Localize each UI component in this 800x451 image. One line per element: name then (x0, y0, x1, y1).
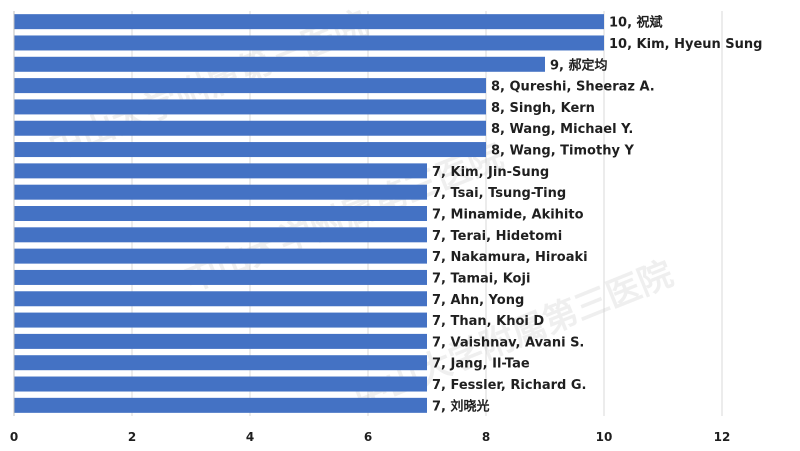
bar-16 (14, 355, 427, 371)
bar-7 (14, 163, 427, 179)
bar-data-label: 8, Qureshi, Sheeraz A. (491, 80, 655, 95)
bar-data-label: 7, Fessler, Richard G. (432, 378, 586, 393)
axis-layer: 0 2 4 6 8 10 12 (10, 11, 731, 444)
bar-10 (14, 227, 427, 243)
bar-data-label: 7, Terai, Hidetomi (432, 229, 562, 244)
bar-data-label: 7, Jang, Il-Tae (432, 357, 530, 372)
bar-data-label: 8, Wang, Michael Y. (491, 122, 633, 137)
bar-6 (14, 142, 486, 158)
bar-data-label: 8, Wang, Timothy Y (491, 144, 634, 159)
bar-13 (14, 291, 427, 307)
bar-2 (14, 56, 545, 72)
bar-18 (14, 397, 427, 413)
bar-data-label: 9, 郝定均 (550, 57, 608, 73)
bar-data-label: 7, Than, Khoi D (432, 314, 544, 329)
x-tick-label: 10 (596, 430, 613, 444)
bar-4 (14, 99, 486, 115)
bar-12 (14, 269, 427, 285)
bar-data-label: 7, Vaishnav, Avani S. (432, 335, 584, 350)
x-tick-label: 8 (482, 430, 490, 444)
bar-3 (14, 78, 486, 94)
bar-15 (14, 333, 427, 349)
x-tick-label: 0 (10, 430, 18, 444)
x-tick-label: 4 (246, 430, 254, 444)
bar-data-label: 7, Kim, Jin-Sung (432, 165, 549, 180)
bar-data-label: 10, 祝斌 (609, 15, 663, 31)
bar-data-label: 7, Tamai, Koji (432, 271, 530, 286)
bar-17 (14, 376, 427, 392)
bar-5 (14, 120, 486, 136)
bar-data-label: 7, Ahn, Yong (432, 293, 524, 308)
bar-data-label: 7, 刘晓光 (432, 398, 490, 414)
bar-data-label: 7, Tsai, Tsung-Ting (432, 186, 566, 201)
bars-layer (14, 14, 604, 413)
bar-data-label: 7, Minamide, Akihito (432, 208, 584, 223)
bar-11 (14, 248, 427, 264)
bar-data-label: 10, Kim, Hyeun Sung (609, 37, 762, 52)
bar-14 (14, 312, 427, 328)
bar-8 (14, 184, 427, 200)
bar-9 (14, 206, 427, 221)
bar-data-label: 7, Nakamura, Hiroaki (432, 250, 588, 265)
x-tick-label: 6 (364, 430, 372, 444)
bar-0 (14, 14, 604, 30)
x-tick-label: 12 (714, 430, 731, 444)
x-tick-label: 2 (128, 430, 136, 444)
bar-1 (14, 35, 604, 51)
bar-data-label: 8, Singh, Kern (491, 101, 595, 116)
